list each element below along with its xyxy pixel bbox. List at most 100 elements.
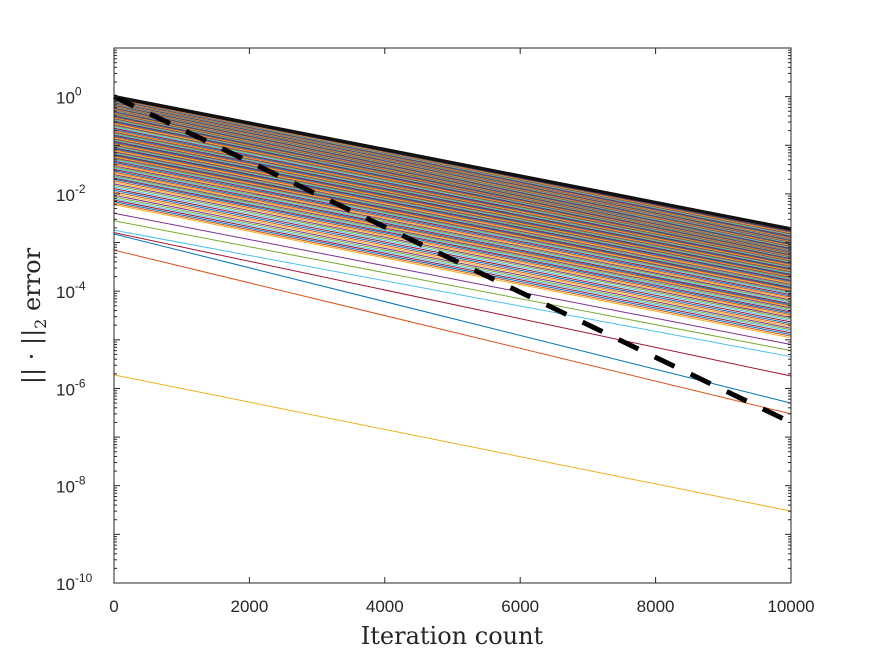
reference-line-group [112, 94, 793, 425]
series-line [113, 151, 792, 286]
y-axis-title-subscript: 2 [31, 319, 50, 329]
series-line [113, 170, 792, 306]
y-axis: 100 10-2 10-4 10-6 10-8 10-10 [56, 47, 791, 594]
upper-bound-line [113, 94, 792, 231]
series-line [113, 140, 792, 275]
series-line [113, 178, 792, 314]
x-tick-label: 2000 [230, 597, 268, 616]
y-tick-label: 100 [56, 85, 82, 108]
series-line [113, 137, 792, 272]
series-line [113, 181, 792, 317]
series-line [113, 119, 792, 259]
series-line [113, 174, 792, 309]
series-line [113, 161, 792, 297]
series-line [113, 131, 792, 267]
series-line [113, 116, 792, 257]
series-line [113, 374, 792, 512]
reference-line [112, 94, 793, 425]
x-tick-label: 6000 [501, 597, 539, 616]
series-line [113, 152, 792, 287]
series-line [113, 116, 792, 257]
series-line [113, 164, 792, 300]
series-line [113, 155, 792, 290]
series-line [113, 153, 792, 288]
x-tick-label: 0 [109, 597, 118, 616]
series-lines [113, 94, 792, 512]
series-line [113, 135, 792, 270]
series-line [113, 202, 792, 337]
series-line [113, 143, 792, 278]
series-line [113, 132, 792, 268]
series-line [113, 138, 792, 273]
series-line [113, 133, 792, 269]
series-line [113, 148, 792, 282]
series-line [113, 120, 792, 260]
series-line [113, 199, 792, 334]
series-line [113, 130, 792, 267]
series-line [113, 147, 792, 281]
series-line [113, 118, 792, 258]
series-line [113, 212, 792, 346]
series-line [113, 171, 792, 307]
series-line [113, 168, 792, 305]
y-axis-title: || · ||2 error [18, 247, 50, 384]
series-line [113, 220, 792, 352]
y-tick-label: 10-2 [56, 182, 86, 205]
series-line [113, 159, 792, 294]
series-line [113, 115, 792, 256]
y-tick-label: 10-6 [56, 376, 86, 399]
series-line [113, 154, 792, 289]
series-line [113, 160, 792, 296]
series-line [113, 134, 792, 270]
series-line [113, 201, 792, 336]
series-line [113, 146, 792, 280]
y-axis-title-suffix: error [18, 247, 46, 318]
series-line [113, 183, 792, 318]
x-axis: 0 2000 4000 6000 8000 10000 [109, 48, 815, 616]
series-line [113, 119, 792, 259]
series-line [113, 123, 792, 262]
series-line [113, 249, 792, 415]
series-line [113, 184, 792, 320]
series-line [113, 158, 792, 293]
series-line [113, 180, 792, 316]
series-line [113, 153, 792, 288]
series-line [113, 122, 792, 261]
series-line [113, 232, 792, 377]
series-line [113, 157, 792, 292]
series-line [113, 166, 792, 302]
series-line [113, 233, 792, 404]
series-line [113, 175, 792, 310]
series-line [113, 124, 792, 262]
x-tick-label: 10000 [767, 597, 814, 616]
series-line [113, 196, 792, 331]
series-line [113, 229, 792, 358]
series-line [113, 162, 792, 298]
y-tick-label: 10-8 [56, 474, 86, 497]
y-tick-label: 10-4 [56, 279, 86, 302]
series-line [113, 177, 792, 313]
x-tick-label: 8000 [637, 597, 675, 616]
series-line [113, 142, 792, 277]
series-line [113, 165, 792, 301]
series-line [113, 176, 792, 312]
plot-frame [113, 47, 792, 584]
series-line [113, 136, 792, 271]
x-tick-label: 4000 [366, 597, 404, 616]
series-line [113, 150, 792, 284]
series-line [113, 149, 792, 283]
series-line [113, 117, 792, 258]
series-line [113, 188, 792, 323]
series-line [113, 139, 792, 274]
series-line [113, 198, 792, 332]
series-line [113, 145, 792, 280]
y-tick-label: 10-10 [56, 571, 93, 594]
x-axis-title: Iteration count [361, 622, 544, 650]
series-line [113, 186, 792, 321]
series-line [113, 141, 792, 276]
series-line [113, 140, 792, 276]
series-line [113, 172, 792, 308]
series-line [113, 144, 792, 279]
series-line [113, 156, 792, 291]
